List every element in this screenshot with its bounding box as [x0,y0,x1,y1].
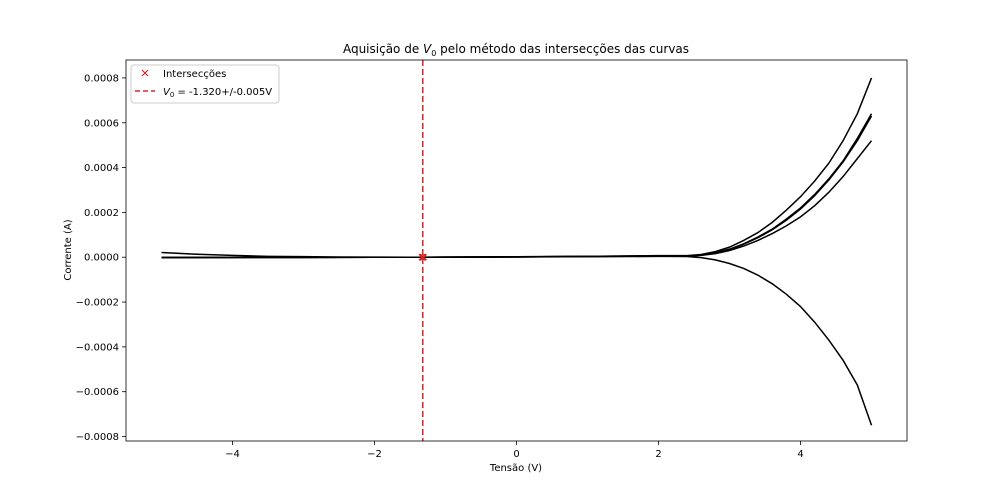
x-tick-label: 0 [513,449,519,460]
y-tick-label: −0.0006 [76,387,119,398]
y-tick-label: −0.0004 [76,342,119,353]
x-tick-label: 2 [655,449,661,460]
y-tick-label: 0.0008 [84,73,119,84]
x-axis-label: Tensão (V) [489,463,542,474]
y-tick-label: −0.0002 [76,298,119,309]
legend-box [130,64,280,104]
x-tick-label: −2 [367,449,382,460]
y-tick-label: 0.0006 [84,118,119,129]
y-tick-label: 0.0004 [84,163,119,174]
y-axis-ticks: −0.0008 −0.0006 −0.0004 −0.0002 0.0000 0.0002… [76,73,126,443]
x-axis-ticks: −4 −2 0 2 4 [225,441,804,460]
y-tick-label: 0.0002 [84,208,119,219]
legend-cross-icon [141,69,149,77]
intersection-point-4 [419,253,427,261]
y-tick-label: −0.0008 [76,432,119,443]
x-tick-label: −4 [225,449,240,460]
y-tick-label: 0.0000 [84,253,119,264]
series-line-5 [161,255,873,426]
legend-label-intersections: Intersecções [163,69,226,80]
y-axis-label: Corrente (A) [63,219,74,280]
legend-label-v0: V0 = -1.320+/-0.005V [163,87,272,99]
curves-group [161,77,873,426]
x-tick-label: 4 [797,449,803,460]
chart-title: Aquisição de V0 pelo método das intersec… [343,42,689,58]
intersection-points [418,253,428,261]
legend: Intersecções V0 = -1.320+/-0.005V [130,64,280,104]
